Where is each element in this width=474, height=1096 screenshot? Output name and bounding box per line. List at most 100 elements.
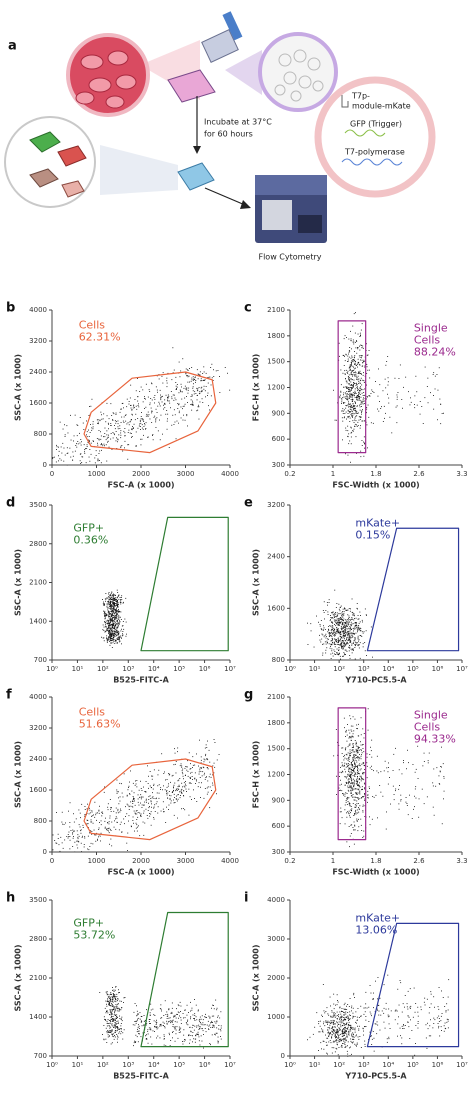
event-dot (209, 376, 211, 378)
event-dot (108, 428, 109, 430)
event-dot (427, 402, 429, 404)
event-dot (114, 434, 115, 436)
event-dot (115, 816, 117, 818)
event-dot (347, 758, 349, 760)
event-dot (357, 767, 358, 768)
event-dot (345, 621, 347, 623)
event-dot (150, 407, 152, 409)
event-dot (338, 630, 340, 632)
y-tick-label: 800 (272, 656, 285, 664)
event-dot (144, 396, 145, 398)
event-dot (341, 616, 343, 618)
gate-percent: 94.33% (414, 733, 456, 746)
event-dot (165, 1045, 167, 1047)
event-dot (332, 655, 334, 657)
event-dot (190, 1030, 192, 1032)
event-dot (120, 619, 122, 620)
event-dot (336, 1032, 338, 1034)
event-dot (188, 1012, 189, 1013)
event-dot (356, 398, 358, 400)
event-dot (161, 1017, 163, 1019)
event-dot (122, 625, 124, 627)
event-dot (143, 421, 145, 422)
event-dot (127, 458, 129, 460)
event-dot (346, 642, 348, 644)
event-dot (160, 1004, 162, 1006)
event-dot (401, 399, 403, 400)
event-dot (328, 602, 330, 603)
event-dot (353, 770, 355, 772)
event-dot (361, 384, 363, 386)
event-dot (348, 403, 350, 405)
event-dot (135, 405, 137, 407)
event-dot (198, 393, 200, 395)
event-dot (114, 1006, 116, 1007)
event-dot (349, 394, 351, 396)
event-dot (173, 394, 175, 396)
event-dot (155, 803, 157, 805)
event-dot (181, 386, 182, 388)
event-dot (118, 1022, 119, 1024)
event-dot (82, 422, 84, 424)
event-dot (150, 801, 152, 803)
event-dot (332, 611, 334, 613)
event-dot (351, 394, 352, 396)
event-dot (356, 800, 358, 802)
event-dot (357, 773, 359, 774)
event-dot (183, 1034, 185, 1036)
event-dot (105, 617, 106, 619)
event-dot (178, 784, 180, 786)
event-dot (180, 1031, 181, 1033)
event-dot (194, 378, 196, 380)
event-dot (173, 409, 175, 411)
event-dot (322, 630, 324, 631)
event-dot (352, 789, 354, 791)
event-dot (385, 387, 387, 389)
event-dot (96, 438, 98, 439)
event-dot (400, 794, 402, 796)
event-dot (353, 754, 355, 756)
event-dot (199, 1044, 201, 1046)
event-dot (178, 1012, 180, 1014)
event-dot (100, 824, 102, 826)
event-dot (106, 639, 108, 641)
event-dot (105, 593, 107, 594)
event-dot (360, 417, 362, 418)
event-dot (340, 789, 341, 791)
event-dot (107, 606, 109, 608)
event-dot (346, 841, 348, 843)
event-dot (346, 637, 348, 639)
event-dot (114, 617, 116, 619)
event-dot (115, 597, 116, 599)
event-dot (155, 1024, 157, 1025)
event-dot (358, 372, 360, 374)
event-dot (111, 638, 113, 639)
event-dot (167, 394, 169, 396)
event-dot (135, 390, 137, 392)
event-dot (350, 628, 352, 630)
event-dot (171, 1002, 173, 1004)
event-dot (327, 604, 328, 606)
event-dot (114, 626, 116, 628)
event-dot (346, 776, 348, 778)
event-dot (108, 601, 109, 603)
event-dot (356, 1022, 357, 1024)
event-dot (178, 404, 179, 406)
event-dot (166, 1022, 168, 1024)
event-dot (346, 758, 348, 760)
event-dot (173, 1026, 175, 1028)
event-dot (403, 1024, 404, 1025)
x-tick-label: 10³ (122, 1061, 134, 1069)
event-dot (62, 428, 64, 430)
event-dot (155, 427, 157, 428)
event-dot (172, 791, 174, 793)
event-dot (351, 752, 353, 754)
event-dot (343, 652, 345, 654)
event-dot (155, 386, 157, 388)
y-tick-label: 2800 (29, 935, 47, 943)
event-dot (135, 780, 136, 782)
event-dot (360, 359, 361, 361)
y-tick-label: 3200 (267, 501, 285, 509)
event-dot (349, 630, 351, 632)
